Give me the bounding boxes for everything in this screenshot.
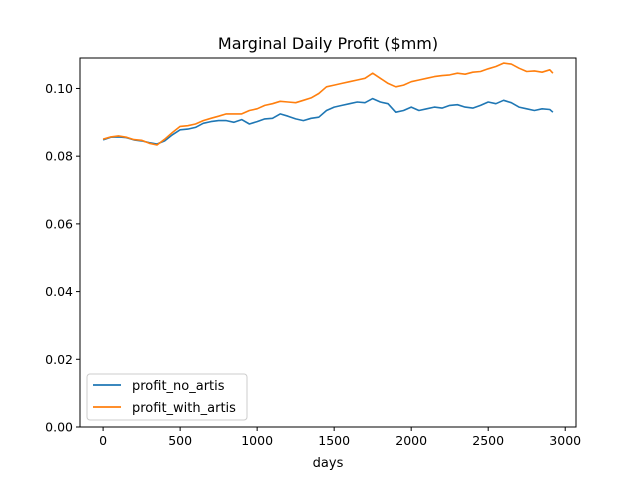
legend-label-profit-no-artis: profit_no_artis <box>132 379 225 394</box>
series-line-profit-no-artis <box>102 97 554 145</box>
x-tick-label: 1000 <box>241 433 273 448</box>
x-tick-label: 2000 <box>395 433 427 448</box>
chart-title: Marginal Daily Profit ($mm) <box>218 34 438 53</box>
x-tick-label: 500 <box>168 433 192 448</box>
x-axis-label: days <box>313 456 344 471</box>
y-tick-label: 0.10 <box>45 81 73 96</box>
axes: 0 500 1000 1500 2000 2500 3000 0.00 0.02 0.04 0.06… <box>45 81 581 448</box>
x-tick-label: 0 <box>99 433 107 448</box>
y-tick-label: 0.00 <box>45 420 73 435</box>
y-tick-label: 0.08 <box>45 149 73 164</box>
x-tick-label: 1500 <box>318 433 350 448</box>
series-line-profit-with-artis <box>102 62 554 146</box>
y-tick-label: 0.04 <box>45 284 73 299</box>
plot-area <box>102 62 554 146</box>
legend-label-profit-with-artis: profit_with_artis <box>132 401 236 416</box>
legend: profit_no_artis profit_with_artis <box>86 373 248 421</box>
y-tick-label: 0.06 <box>45 216 73 231</box>
x-tick-label: 3000 <box>549 433 581 448</box>
axes-frame <box>79 57 577 428</box>
y-tick-label: 0.02 <box>45 352 73 367</box>
x-tick-label: 2500 <box>472 433 504 448</box>
legend-frame <box>86 373 248 421</box>
